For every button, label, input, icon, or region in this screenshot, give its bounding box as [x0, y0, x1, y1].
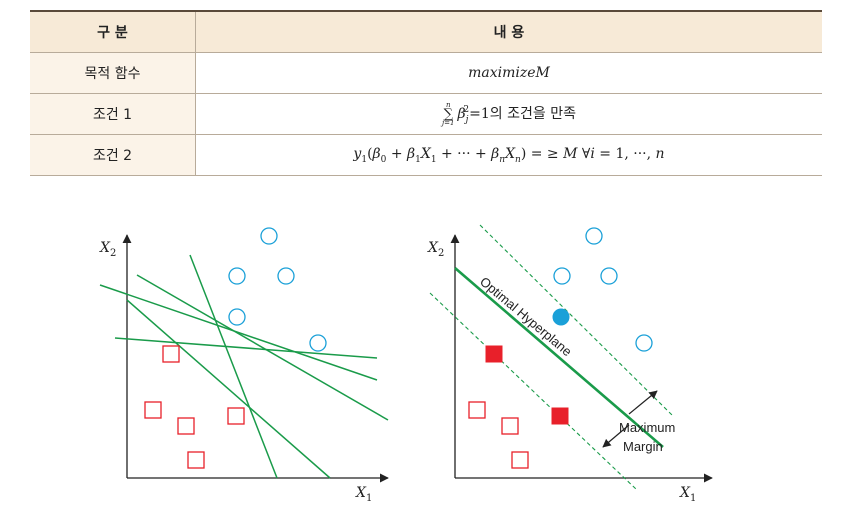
left-y-axis-label: X2: [99, 240, 116, 259]
square-point: [468, 401, 486, 419]
square-point: [162, 345, 180, 363]
svm-formulation-table: 구 분 내 용 목적 함수 maximizeM 조건 1 n ∑ j=1 βj2…: [30, 10, 822, 176]
candidate-line: [126, 299, 331, 479]
square-point: [511, 451, 529, 469]
support-vector-square: [485, 345, 503, 363]
left-x-axis-label: X1: [355, 485, 372, 504]
support-vector-square: [551, 407, 569, 425]
objective-function-cell: maximizeM: [195, 52, 822, 94]
condition-2-cell: y1(β0 + β1X1 + ··· + βnXn) = ≥ M ∀i = 1,…: [195, 134, 822, 176]
circle-point: [600, 267, 618, 285]
condition-1-formula: n ∑ j=1 βj2=1의 조건을 만족: [442, 100, 576, 127]
objective-function-text: maximizeM: [468, 65, 550, 81]
square-point: [187, 451, 205, 469]
circle-point: [635, 334, 653, 352]
square-point: [227, 407, 245, 425]
left-class-circles: [228, 227, 327, 352]
row-label: 조건 1: [30, 93, 196, 135]
candidate-line: [136, 274, 389, 421]
circle-point: [553, 267, 571, 285]
right-plot: X2 X1 Optimal Hyperplane Maximum Margin: [427, 224, 713, 504]
left-class-squares: [144, 345, 245, 469]
left-plot: X2 X1: [99, 227, 389, 504]
header-content: 내 용: [195, 10, 822, 53]
circle-point: [585, 227, 603, 245]
circle-point: [309, 334, 327, 352]
optimal-hyperplane-line: [454, 267, 664, 448]
header-category: 구 분: [30, 10, 196, 53]
sum-lower-limit: j=1: [442, 118, 455, 127]
square-point: [501, 417, 519, 435]
margin-label-line2: Margin: [623, 439, 663, 454]
upper-margin-line: [479, 224, 673, 416]
sum-symbol: ∑: [443, 106, 453, 122]
table-row: 조건 2 y1(β0 + β1X1 + ··· + βnXn) = ≥ M ∀i…: [30, 134, 822, 176]
circle-point: [228, 308, 246, 326]
margin-arrow-up: [628, 390, 658, 415]
circle-point: [277, 267, 295, 285]
margin-arrow-down: [602, 424, 630, 448]
sum-upper-limit: n: [446, 100, 451, 109]
table-row: 목적 함수 maximizeM: [30, 52, 822, 94]
circle-point: [228, 267, 246, 285]
condition-2-formula: y1(β0 + β1X1 + ··· + βnXn) = ≥ M ∀i = 1,…: [353, 145, 665, 165]
square-point: [144, 401, 162, 419]
right-class-squares: [468, 401, 529, 469]
margin-label-line1: Maximum: [619, 420, 675, 435]
right-class-circles: [553, 227, 653, 352]
right-y-axis-label: X2: [427, 240, 444, 259]
support-vector-circle: [552, 308, 570, 326]
table-row: 조건 1 n ∑ j=1 βj2=1의 조건을 만족: [30, 93, 822, 135]
right-x-axis-label: X1: [679, 485, 696, 504]
square-point: [177, 417, 195, 435]
candidate-line: [189, 254, 278, 479]
candidate-lines: [99, 254, 389, 479]
condition-1-tail: 의 조건을 만족: [489, 106, 576, 122]
candidate-line: [99, 284, 378, 381]
table-header-row: 구 분 내 용: [30, 10, 822, 53]
row-label: 목적 함수: [30, 52, 196, 94]
candidate-line: [114, 337, 378, 359]
condition-1-cell: n ∑ j=1 βj2=1의 조건을 만족: [195, 93, 822, 135]
lower-margin-line: [429, 292, 638, 491]
row-label: 조건 2: [30, 134, 196, 176]
circle-point: [260, 227, 278, 245]
